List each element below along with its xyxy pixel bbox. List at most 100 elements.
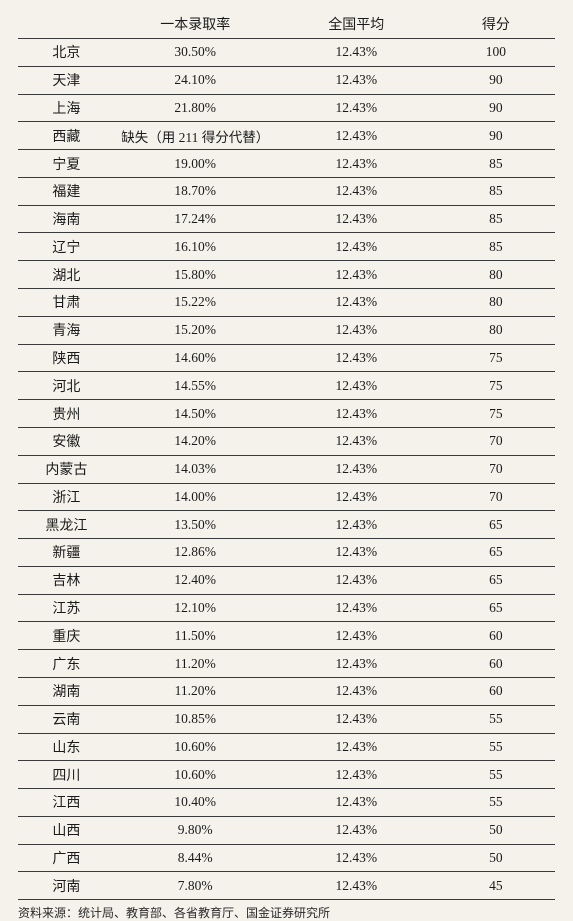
province-cell: 上海 — [18, 94, 115, 122]
score-cell: 60 — [437, 622, 555, 650]
score-cell: 70 — [437, 483, 555, 511]
avg-cell: 12.43% — [276, 150, 437, 178]
table-header-row: 一本录取率 全国平均 得分 — [18, 10, 555, 39]
footnote: 资料来源：统计局、教育部、各省教育厅、国金证券研究所 — [18, 900, 555, 921]
province-cell: 吉林 — [18, 566, 115, 594]
avg-cell: 12.43% — [276, 400, 437, 428]
avg-cell: 12.43% — [276, 705, 437, 733]
avg-cell: 12.43% — [276, 372, 437, 400]
score-cell: 75 — [437, 344, 555, 372]
avg-cell: 12.43% — [276, 289, 437, 317]
province-cell: 重庆 — [18, 622, 115, 650]
table-row: 新疆12.86%12.43%65 — [18, 539, 555, 567]
table-row: 辽宁16.10%12.43%85 — [18, 233, 555, 261]
rate-cell: 12.10% — [115, 594, 276, 622]
rate-cell: 11.50% — [115, 622, 276, 650]
rate-cell: 14.03% — [115, 455, 276, 483]
rate-cell: 缺失（用 211 得分代替） — [115, 122, 276, 150]
avg-cell: 12.43% — [276, 233, 437, 261]
table-row: 云南10.85%12.43%55 — [18, 705, 555, 733]
avg-cell: 12.43% — [276, 872, 437, 900]
rate-cell: 14.20% — [115, 427, 276, 455]
table-row: 西藏缺失（用 211 得分代替）12.43%90 — [18, 122, 555, 150]
col-header-avg: 全国平均 — [276, 10, 437, 39]
table-row: 吉林12.40%12.43%65 — [18, 566, 555, 594]
score-cell: 65 — [437, 539, 555, 567]
table-row: 陕西14.60%12.43%75 — [18, 344, 555, 372]
table-body: 北京30.50%12.43%100天津24.10%12.43%90上海21.80… — [18, 39, 555, 900]
rate-cell: 7.80% — [115, 872, 276, 900]
avg-cell: 12.43% — [276, 39, 437, 67]
table-row: 江苏12.10%12.43%65 — [18, 594, 555, 622]
rate-cell: 14.55% — [115, 372, 276, 400]
avg-cell: 12.43% — [276, 94, 437, 122]
table-row: 湖南11.20%12.43%60 — [18, 677, 555, 705]
rate-cell: 14.00% — [115, 483, 276, 511]
score-cell: 85 — [437, 177, 555, 205]
rate-cell: 30.50% — [115, 39, 276, 67]
province-cell: 广西 — [18, 844, 115, 872]
province-cell: 北京 — [18, 39, 115, 67]
table-row: 四川10.60%12.43%55 — [18, 761, 555, 789]
rate-cell: 15.22% — [115, 289, 276, 317]
score-cell: 55 — [437, 761, 555, 789]
avg-cell: 12.43% — [276, 455, 437, 483]
province-cell: 山西 — [18, 816, 115, 844]
rate-cell: 15.80% — [115, 261, 276, 289]
rate-cell: 17.24% — [115, 205, 276, 233]
score-cell: 50 — [437, 844, 555, 872]
score-cell: 55 — [437, 733, 555, 761]
table-row: 湖北15.80%12.43%80 — [18, 261, 555, 289]
avg-cell: 12.43% — [276, 733, 437, 761]
avg-cell: 12.43% — [276, 594, 437, 622]
col-header-province — [18, 10, 115, 39]
table-row: 重庆11.50%12.43%60 — [18, 622, 555, 650]
province-cell: 海南 — [18, 205, 115, 233]
score-cell: 75 — [437, 372, 555, 400]
table-row: 浙江14.00%12.43%70 — [18, 483, 555, 511]
score-cell: 65 — [437, 594, 555, 622]
avg-cell: 12.43% — [276, 816, 437, 844]
province-cell: 陕西 — [18, 344, 115, 372]
table-row: 上海21.80%12.43%90 — [18, 94, 555, 122]
rate-cell: 14.50% — [115, 400, 276, 428]
province-cell: 黑龙江 — [18, 511, 115, 539]
col-header-score: 得分 — [437, 10, 555, 39]
avg-cell: 12.43% — [276, 844, 437, 872]
score-cell: 55 — [437, 705, 555, 733]
avg-cell: 12.43% — [276, 677, 437, 705]
score-cell: 80 — [437, 289, 555, 317]
rate-cell: 21.80% — [115, 94, 276, 122]
table-row: 福建18.70%12.43%85 — [18, 177, 555, 205]
province-cell: 青海 — [18, 316, 115, 344]
province-cell: 江西 — [18, 789, 115, 817]
score-cell: 85 — [437, 233, 555, 261]
rate-cell: 11.20% — [115, 677, 276, 705]
score-cell: 50 — [437, 816, 555, 844]
rate-cell: 11.20% — [115, 650, 276, 678]
table-row: 黑龙江13.50%12.43%65 — [18, 511, 555, 539]
table-row: 甘肃15.22%12.43%80 — [18, 289, 555, 317]
rate-cell: 18.70% — [115, 177, 276, 205]
score-cell: 55 — [437, 789, 555, 817]
avg-cell: 12.43% — [276, 261, 437, 289]
rate-cell: 24.10% — [115, 66, 276, 94]
score-cell: 80 — [437, 316, 555, 344]
province-cell: 贵州 — [18, 400, 115, 428]
table-row: 海南17.24%12.43%85 — [18, 205, 555, 233]
score-cell: 90 — [437, 122, 555, 150]
table-row: 内蒙古14.03%12.43%70 — [18, 455, 555, 483]
score-cell: 80 — [437, 261, 555, 289]
score-cell: 45 — [437, 872, 555, 900]
avg-cell: 12.43% — [276, 650, 437, 678]
score-cell: 90 — [437, 66, 555, 94]
table-row: 河南7.80%12.43%45 — [18, 872, 555, 900]
rate-cell: 19.00% — [115, 150, 276, 178]
score-cell: 65 — [437, 566, 555, 594]
province-cell: 湖北 — [18, 261, 115, 289]
province-cell: 甘肃 — [18, 289, 115, 317]
avg-cell: 12.43% — [276, 761, 437, 789]
province-cell: 山东 — [18, 733, 115, 761]
rate-cell: 16.10% — [115, 233, 276, 261]
province-cell: 浙江 — [18, 483, 115, 511]
